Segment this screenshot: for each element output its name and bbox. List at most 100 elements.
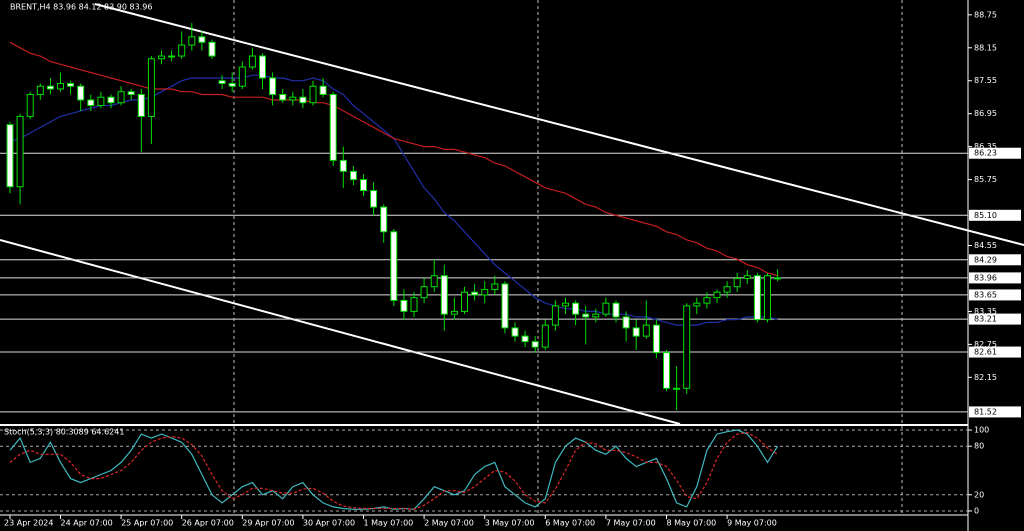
level-box xyxy=(969,209,1021,221)
y-tick-label: 85.75 xyxy=(974,175,997,184)
x-tick-label: 9 May 07:00 xyxy=(727,519,777,528)
candle-body xyxy=(572,302,580,315)
candle-body xyxy=(683,305,691,389)
candle-body xyxy=(440,275,448,315)
candle-body xyxy=(218,80,226,84)
candle-body xyxy=(551,305,559,326)
chart-title: BRENT,H4 83.96 84.12 83.90 83.96 xyxy=(10,3,152,12)
candle-body xyxy=(339,159,347,172)
x-tick-label: 30 Apr 07:00 xyxy=(303,519,355,528)
candle-body xyxy=(764,275,771,321)
candle-body xyxy=(461,291,468,312)
candle-body xyxy=(693,302,701,307)
level-box xyxy=(969,346,1021,358)
y-tick-label: 83.35 xyxy=(974,307,997,316)
candle-body xyxy=(723,286,731,293)
candle-body xyxy=(228,82,236,87)
candle-body xyxy=(390,231,398,301)
x-tick-label: 8 May 07:00 xyxy=(667,519,717,528)
candle-body xyxy=(380,206,388,233)
candle-body xyxy=(481,288,489,296)
y-tick-label: 84.55 xyxy=(974,241,997,250)
candle-body xyxy=(188,36,196,46)
y-tick-label: 100 xyxy=(974,426,989,435)
candle-body xyxy=(329,93,337,161)
candle-body xyxy=(289,96,297,101)
channel-lower xyxy=(0,239,681,425)
level-label: 83.65 xyxy=(974,290,997,299)
y-tick-label: 0 xyxy=(974,506,979,515)
candle-body xyxy=(410,297,418,312)
x-tick-label: 6 May 07:00 xyxy=(545,519,595,528)
candle-body xyxy=(652,324,660,354)
candle-body xyxy=(309,85,317,104)
candle-body xyxy=(562,302,569,307)
candle-body xyxy=(622,316,630,329)
y-tick-label: 87.55 xyxy=(974,76,997,85)
candle-body xyxy=(178,44,186,57)
y-tick-label: 82.15 xyxy=(974,373,997,382)
candle-body xyxy=(158,55,165,60)
y-tick-label: 88.75 xyxy=(974,10,997,19)
level-label: 85.10 xyxy=(974,211,997,220)
level-box xyxy=(969,313,1021,325)
candle-body xyxy=(57,82,64,90)
y-tick-label: 82.75 xyxy=(974,340,997,349)
level-label: 86.23 xyxy=(974,149,997,158)
candle-body xyxy=(592,313,600,318)
candle-body xyxy=(279,93,287,101)
candle-body xyxy=(36,85,44,95)
candle-body xyxy=(450,310,458,315)
candle-body xyxy=(753,275,761,321)
candle-body xyxy=(16,115,24,188)
candle-body xyxy=(743,275,751,279)
candle-body xyxy=(319,85,327,95)
level-box xyxy=(969,147,1021,159)
candle-body xyxy=(511,327,519,337)
x-tick-label: 7 May 07:00 xyxy=(606,519,656,528)
candle-body xyxy=(663,352,670,389)
level-box xyxy=(969,272,1021,284)
candle-body xyxy=(46,85,54,90)
x-tick-label: 24 Apr 07:00 xyxy=(61,519,113,528)
candle-body xyxy=(198,36,206,43)
x-tick-label: 2 May 07:00 xyxy=(424,519,474,528)
candle-body xyxy=(673,387,681,390)
level-label: 83.96 xyxy=(974,273,997,282)
level-label: 82.61 xyxy=(974,348,997,357)
stoch-panel: 0 20 80 100 xyxy=(0,426,989,515)
candle-body xyxy=(269,77,277,95)
x-tick-label: 26 Apr 07:00 xyxy=(182,519,234,528)
candle-body xyxy=(612,302,620,318)
candle-body xyxy=(703,297,711,304)
level-label: 83.21 xyxy=(974,315,997,324)
candle-body xyxy=(259,55,266,79)
candle-body xyxy=(642,324,650,337)
candle-body xyxy=(400,299,408,312)
level-box xyxy=(969,406,1021,418)
candle-body xyxy=(632,327,640,337)
y-tick-label: 86.95 xyxy=(974,109,997,118)
candle-body xyxy=(370,190,378,208)
price-panel: 88.75 88.15 87.55 86.95 86.35 85.75 84.55 83.35… xyxy=(0,10,1021,418)
line-series xyxy=(9,431,778,510)
candle-body xyxy=(733,277,741,288)
line-series xyxy=(9,41,778,277)
candle-body xyxy=(77,85,85,101)
y-tick-label: 86.35 xyxy=(974,142,997,151)
candle-body xyxy=(360,179,367,192)
channel-upper xyxy=(94,3,1024,246)
x-tick-label: 23 Apr 2024 xyxy=(4,519,53,528)
candle-body xyxy=(299,96,307,104)
level-label: 81.52 xyxy=(974,407,997,416)
level-box xyxy=(969,289,1021,301)
candle-body xyxy=(491,283,499,290)
candle-body xyxy=(97,96,105,106)
candle-body xyxy=(238,66,246,87)
candle-body xyxy=(521,335,529,343)
y-tick-label: 88.15 xyxy=(974,43,997,52)
candle-body xyxy=(582,313,590,318)
candle-body xyxy=(420,286,428,299)
x-tick-label: 1 May 07:00 xyxy=(364,519,414,528)
